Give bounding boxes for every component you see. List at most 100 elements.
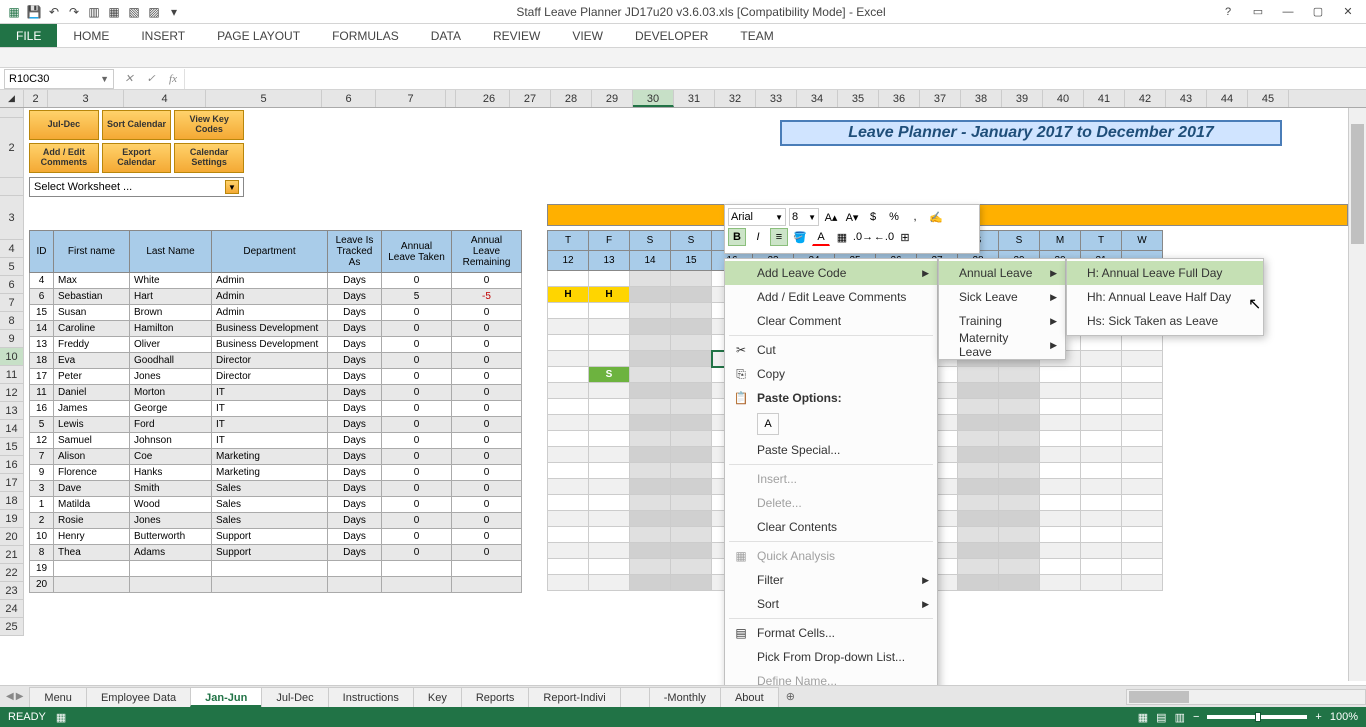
day-cell[interactable] [999,575,1040,591]
row-header[interactable]: 10 [0,348,24,366]
col-header[interactable]: 29 [592,90,633,107]
table-cell[interactable]: Days [328,497,382,513]
col-header[interactable]: 4 [124,90,206,107]
row-header[interactable]: 9 [0,330,24,348]
table-cell[interactable]: Goodhall [130,353,212,369]
col-header[interactable]: 2 [24,90,48,107]
table-cell[interactable]: Days [328,321,382,337]
day-cell[interactable] [1040,463,1081,479]
table-cell[interactable]: 0 [382,513,452,529]
day-cell[interactable] [630,271,671,287]
day-cell[interactable] [999,527,1040,543]
day-cell[interactable]: S [589,367,630,383]
table-cell[interactable]: Support [212,529,328,545]
table-cell[interactable]: 5 [30,417,54,433]
col-header[interactable]: 26 [469,90,510,107]
ribbon-options-icon[interactable]: ▭ [1244,2,1272,22]
row-header[interactable]: 21 [0,546,24,564]
table-cell[interactable]: 12 [30,433,54,449]
enter-formula-icon[interactable]: ✓ [140,69,162,89]
table-cell[interactable]: Brown [130,305,212,321]
table-cell[interactable] [382,561,452,577]
table-cell[interactable]: Samuel [54,433,130,449]
table-cell[interactable]: 0 [452,369,522,385]
table-cell[interactable]: 0 [382,465,452,481]
day-cell[interactable] [958,575,999,591]
table-cell[interactable]: Sales [212,513,328,529]
sheet-tab--monthly[interactable]: -Monthly [649,687,721,707]
decrease-font-icon[interactable]: A▾ [843,208,861,226]
col-header[interactable]: 3 [48,90,124,107]
day-cell[interactable] [1040,575,1081,591]
table-cell[interactable]: Thea [54,545,130,561]
day-cell[interactable] [1122,399,1163,415]
row-header[interactable]: 2 [0,118,24,178]
table-cell[interactable]: Sales [212,497,328,513]
row-header[interactable]: 7 [0,294,24,312]
table-cell[interactable]: 0 [452,353,522,369]
table-cell[interactable]: Johnson [130,433,212,449]
menu-item-pick-from-drop-down-list-[interactable]: Pick From Drop-down List... [725,645,937,669]
col-header[interactable]: 40 [1043,90,1084,107]
align-icon[interactable]: ≡ [770,228,788,246]
day-cell[interactable] [958,447,999,463]
day-cell[interactable] [630,335,671,351]
table-cell[interactable]: Days [328,337,382,353]
day-cell[interactable] [1122,367,1163,383]
table-cell[interactable]: Marketing [212,449,328,465]
row-header[interactable]: 4 [0,240,24,258]
table-cell[interactable]: Days [328,369,382,385]
ribbon-tab-data[interactable]: DATA [415,24,477,47]
table-cell[interactable]: Days [328,353,382,369]
table-cell[interactable]: Eva [54,353,130,369]
table-cell[interactable]: White [130,273,212,289]
save-icon[interactable]: 💾 [26,4,42,20]
table-cell[interactable] [130,577,212,593]
sheet-tab-about[interactable]: About [720,687,779,707]
sheet-tab-instructions[interactable]: Instructions [328,687,414,707]
paste-option-icon[interactable]: A [757,413,779,435]
table-cell[interactable]: Henry [54,529,130,545]
day-cell[interactable] [589,319,630,335]
menu-item-filter[interactable]: Filter▶ [725,568,937,592]
table-cell[interactable] [54,561,130,577]
fx-icon[interactable]: fx [162,69,184,89]
table-cell[interactable]: 17 [30,369,54,385]
table-cell[interactable]: Florence [54,465,130,481]
row-header[interactable]: 5 [0,258,24,276]
menu-item-training[interactable]: Training▶ [939,309,1065,333]
day-cell[interactable] [548,575,589,591]
day-cell[interactable] [630,511,671,527]
table-cell[interactable]: Jones [130,369,212,385]
row-header[interactable] [0,108,24,118]
table-cell[interactable]: 6 [30,289,54,305]
undo-icon[interactable]: ↶ [46,4,62,20]
day-cell[interactable] [958,527,999,543]
table-cell[interactable]: Business Development [212,321,328,337]
table-cell[interactable]: Jones [130,513,212,529]
tool-button-jul-dec[interactable]: Jul-Dec [29,110,99,140]
row-header[interactable]: 6 [0,276,24,294]
menu-item-sick-leave[interactable]: Sick Leave▶ [939,285,1065,309]
table-cell[interactable]: 0 [382,273,452,289]
day-cell[interactable] [589,383,630,399]
table-cell[interactable] [452,577,522,593]
zoom-slider[interactable] [1207,715,1307,719]
day-cell[interactable] [671,383,712,399]
day-cell[interactable] [589,415,630,431]
day-cell[interactable] [589,431,630,447]
menu-item-format-cells-[interactable]: ▤Format Cells... [725,621,937,645]
day-cell[interactable] [1040,367,1081,383]
day-cell[interactable] [671,575,712,591]
table-cell[interactable]: 0 [452,545,522,561]
day-cell[interactable] [630,527,671,543]
row-header[interactable]: 23 [0,582,24,600]
table-cell[interactable]: 0 [382,481,452,497]
row-header[interactable]: 17 [0,474,24,492]
table-cell[interactable]: Days [328,433,382,449]
day-cell[interactable] [958,511,999,527]
table-cell[interactable]: Days [328,529,382,545]
redo-icon[interactable]: ↷ [66,4,82,20]
day-cell[interactable] [999,367,1040,383]
table-cell[interactable]: 0 [382,385,452,401]
